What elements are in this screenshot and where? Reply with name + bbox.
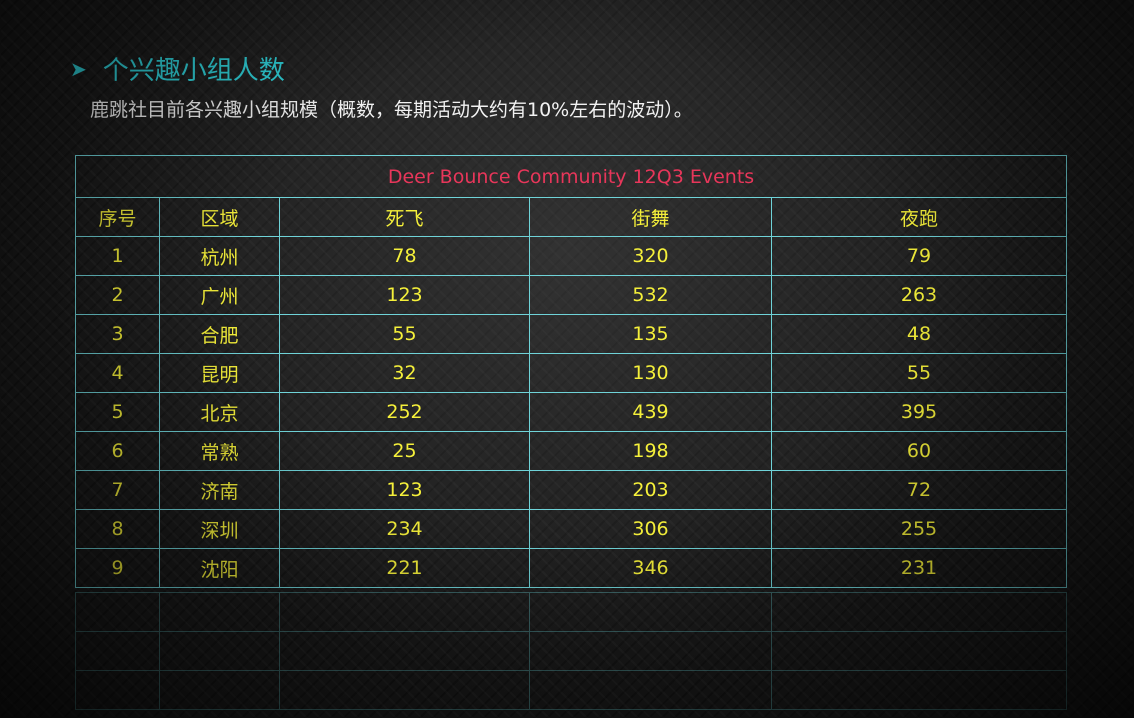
table-cell: 439: [529, 392, 772, 432]
heading-text: 个兴趣小组人数: [102, 56, 285, 86]
table-cell: 123: [279, 470, 530, 510]
table-reflection: [75, 592, 1067, 710]
table-cell: 78: [279, 236, 530, 276]
table-cell: 7: [75, 470, 160, 510]
table-row: 1 杭州 78 320 79: [75, 236, 1067, 276]
table-cell: 常熟: [159, 431, 280, 471]
table-cell: 深圳: [159, 509, 280, 549]
table-cell: 135: [529, 314, 772, 354]
table-cell: 48: [771, 314, 1067, 354]
table-row: 8 深圳 234 306 255: [75, 509, 1067, 549]
subtitle: 鹿跳社目前各兴趣小组规模（概数，每期活动大约有10%左右的波动）。: [90, 99, 693, 121]
column-header: 街舞: [529, 197, 772, 237]
table-cell: 221: [279, 548, 530, 588]
table-cell: 130: [529, 353, 772, 393]
table-cell: 沈阳: [159, 548, 280, 588]
table-cell: 55: [279, 314, 530, 354]
column-header: 序号: [75, 197, 160, 237]
table-cell: 济南: [159, 470, 280, 510]
table-cell: 4: [75, 353, 160, 393]
table-cell: 北京: [159, 392, 280, 432]
table-row: 4 昆明 32 130 55: [75, 353, 1067, 393]
table-row: 9 沈阳 221 346 231: [75, 548, 1067, 588]
table-cell: 198: [529, 431, 772, 471]
table-cell: 346: [529, 548, 772, 588]
table-title: Deer Bounce Community 12Q3 Events: [75, 155, 1067, 198]
events-table: Deer Bounce Community 12Q3 Events 序号 区域 死飞…: [75, 155, 1067, 588]
table-row: 6 常熟 25 198 60: [75, 431, 1067, 471]
table-cell: 9: [75, 548, 160, 588]
table-cell: 杭州: [159, 236, 280, 276]
table-cell: 合肥: [159, 314, 280, 354]
table-cell: 60: [771, 431, 1067, 471]
table-row: 3 合肥 55 135 48: [75, 314, 1067, 354]
table-cell: 320: [529, 236, 772, 276]
table-row: 7 济南 123 203 72: [75, 470, 1067, 510]
table-cell: 1: [75, 236, 160, 276]
table-cell: 255: [771, 509, 1067, 549]
table-cell: 3: [75, 314, 160, 354]
table-cell: 72: [771, 470, 1067, 510]
table-row: 5 北京 252 439 395: [75, 392, 1067, 432]
table-cell: 231: [771, 548, 1067, 588]
table-cell: 263: [771, 275, 1067, 315]
section-heading: ➤ 个兴趣小组人数: [70, 50, 285, 87]
table-cell: 8: [75, 509, 160, 549]
table-cell: 25: [279, 431, 530, 471]
table-cell: 5: [75, 392, 160, 432]
table-cell: 32: [279, 353, 530, 393]
column-header: 死飞: [279, 197, 530, 237]
table-cell: 203: [529, 470, 772, 510]
table-cell: 234: [279, 509, 530, 549]
table-row: 2 广州 123 532 263: [75, 275, 1067, 315]
table-cell: 广州: [159, 275, 280, 315]
table-cell: 306: [529, 509, 772, 549]
table-cell: 6: [75, 431, 160, 471]
table-cell: 2: [75, 275, 160, 315]
table-cell: 252: [279, 392, 530, 432]
column-header: 夜跑: [771, 197, 1067, 237]
table-cell: 55: [771, 353, 1067, 393]
table-cell: 123: [279, 275, 530, 315]
table-cell: 395: [771, 392, 1067, 432]
table-cell: 79: [771, 236, 1067, 276]
table-cell: 532: [529, 275, 772, 315]
column-header: 区域: [159, 197, 280, 237]
table-cell: 昆明: [159, 353, 280, 393]
arrow-bullet-icon: ➤: [70, 56, 87, 81]
